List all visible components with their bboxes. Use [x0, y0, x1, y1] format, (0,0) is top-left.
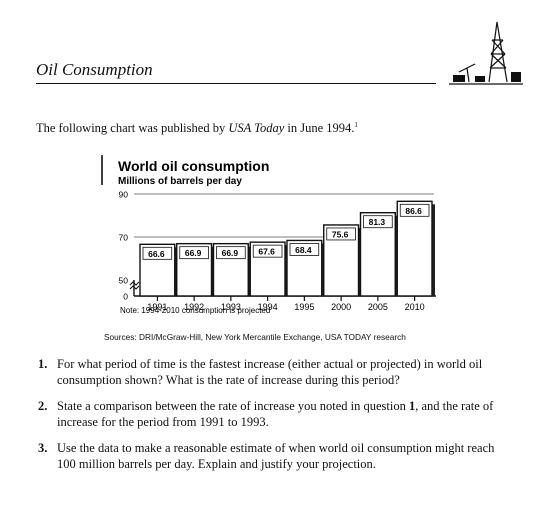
- x-tick-label: 1994: [258, 302, 278, 312]
- data-label: 81.3: [369, 217, 386, 227]
- question-1: 1. For what period of time is the fastes…: [38, 356, 508, 388]
- value-label-box: [216, 246, 246, 260]
- page-title: Oil Consumption: [36, 60, 153, 79]
- oil-rig-icon: [449, 21, 523, 85]
- question-number: 1.: [38, 357, 48, 371]
- question-text: For what period of time is the fastest i…: [57, 357, 483, 387]
- value-label-box: [289, 243, 320, 256]
- y-tick-label: 50: [119, 276, 129, 286]
- intro-text: The following chart was published by USA…: [36, 121, 358, 136]
- question-text: State a comparison between the rate of i…: [57, 399, 494, 429]
- question-2: 2. State a comparison between the rate o…: [38, 398, 508, 430]
- question-number: 2.: [38, 399, 48, 413]
- value-label-box: [252, 244, 283, 258]
- chart-title: World oil consumption: [118, 158, 269, 174]
- data-label: 75.6: [332, 229, 349, 239]
- chart-subtitle: Millions of barrels per day: [118, 176, 242, 187]
- data-label: 86.6: [405, 206, 422, 216]
- x-tick-label: 1993: [221, 302, 241, 312]
- chart-note: Note: 1994-2010 consumption is projected: [120, 306, 270, 315]
- value-label-box: [363, 215, 393, 229]
- chart-svg: World oil consumption Millions of barrel…: [101, 155, 436, 315]
- x-tick-label: 2010: [405, 302, 425, 312]
- x-tick-label: 1991: [147, 302, 167, 312]
- value-label-box: [179, 246, 209, 260]
- value-label-box: [399, 203, 430, 217]
- data-label: 68.4: [295, 245, 312, 255]
- title-rule: [36, 83, 436, 84]
- x-tick-label: 1992: [184, 302, 204, 312]
- y-tick-label: 70: [119, 233, 129, 243]
- question-text: Use the data to make a reasonable estima…: [57, 441, 495, 471]
- chart-sources: Sources: DRI/McGraw-Hill, New York Merca…: [104, 332, 406, 342]
- x-tick-label: 1995: [294, 302, 314, 312]
- oil-consumption-chart: World oil consumption Millions of barrel…: [100, 155, 445, 340]
- question-3: 3. Use the data to make a reasonable est…: [38, 440, 508, 472]
- value-label-box: [326, 227, 356, 241]
- bar: [396, 200, 433, 297]
- data-label: 66.9: [222, 248, 239, 258]
- data-label: 66.6: [148, 249, 165, 259]
- footnote-marker: 1: [354, 121, 358, 129]
- data-label: 66.9: [185, 248, 202, 258]
- data-label: 67.6: [258, 247, 275, 257]
- question-reference: 1: [408, 399, 416, 413]
- publication-name: USA Today: [228, 121, 285, 136]
- x-tick-label: 2000: [331, 302, 351, 312]
- question-number: 3.: [38, 441, 48, 455]
- y-tick-label: 90: [119, 190, 129, 200]
- y-tick-label: 0: [123, 292, 128, 302]
- value-label-box: [142, 246, 173, 260]
- axis-break-mark: [129, 281, 140, 290]
- x-tick-label: 2005: [368, 302, 388, 312]
